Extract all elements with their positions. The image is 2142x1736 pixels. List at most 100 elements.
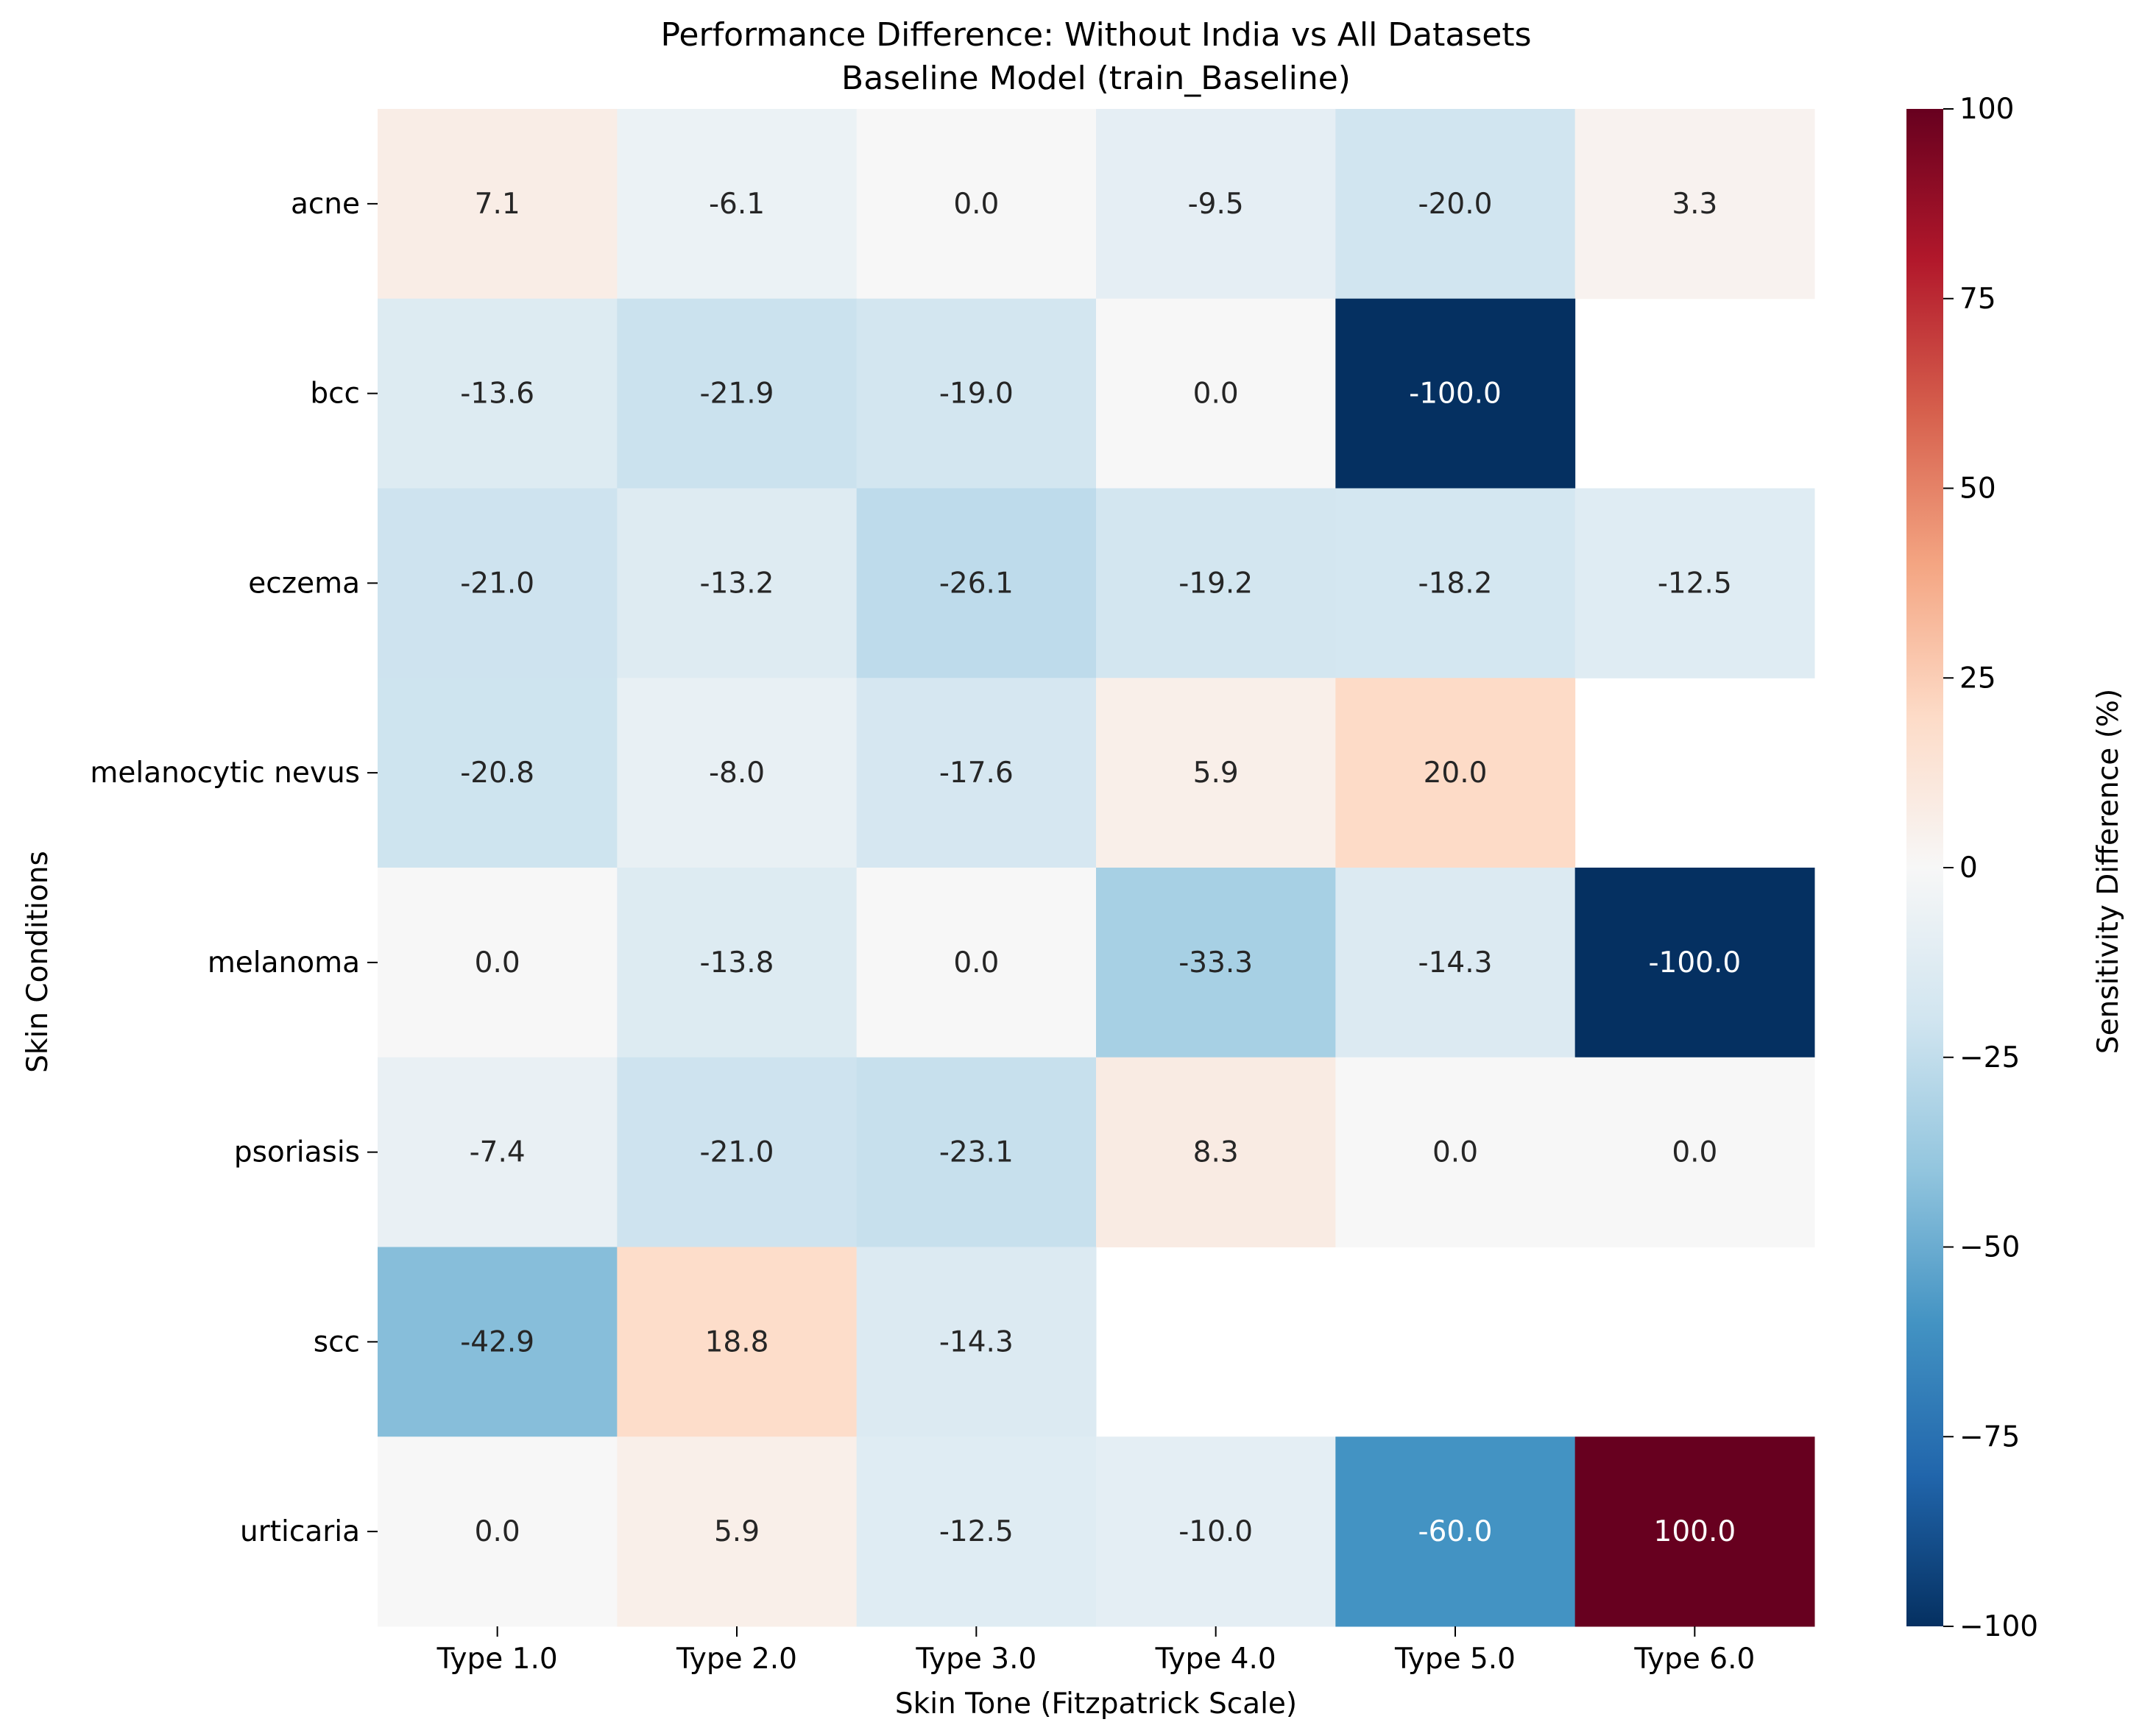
y-tick-label: psoriasis	[234, 1136, 360, 1169]
heatmap-cell	[1096, 678, 1336, 868]
cell-value-label: 0.0	[1672, 1136, 1717, 1169]
heatmap-cell	[1335, 298, 1576, 489]
heatmap-cell	[378, 1436, 618, 1627]
cell-value-label: -6.1	[709, 188, 765, 221]
cell-value-label: -12.5	[1658, 567, 1732, 600]
colorbar-tick-label: 0	[1959, 851, 1978, 885]
colorbar-label: Sensitivity Difference (%)	[2092, 689, 2125, 1054]
heatmap-cell	[378, 298, 618, 489]
heatmap-cell	[1096, 1436, 1336, 1627]
cell-value-label: -10.0	[1178, 1515, 1253, 1548]
heatmap-cell	[856, 298, 1097, 489]
heatmap-cell	[378, 488, 618, 679]
heatmap-cell	[1335, 1436, 1576, 1627]
colorbar: 100 75 50 25 0 −25 −50 −75 −100	[1906, 93, 2038, 1643]
cell-value-label: 0.0	[475, 946, 520, 979]
heatmap-cell	[1574, 109, 1815, 300]
cell-value-label: 5.9	[714, 1515, 760, 1548]
cell-value-label: -26.1	[939, 567, 1014, 600]
colorbar-tick-label: −100	[1959, 1610, 2038, 1643]
y-tick-label: acne	[291, 188, 360, 221]
cell-value-label: -19.2	[1178, 567, 1253, 600]
cell-value-label: -100.0	[1409, 378, 1502, 411]
cell-value-label: -12.5	[939, 1515, 1014, 1548]
heatmap-cell	[856, 1436, 1097, 1627]
heatmap-cell	[378, 109, 618, 300]
heatmap-cell	[378, 1247, 618, 1437]
heatmap-cells: 7.1 -6.1 0.0 -9.5 -20.0 3.3 -13.6 -21.9 -19.0 0.0…	[378, 109, 1815, 1627]
cell-value-label: -13.2	[700, 567, 774, 600]
x-axis-label: Skin Tone (Fitzpatrick Scale)	[895, 1687, 1297, 1721]
colorbar-tick-label: 50	[1959, 472, 1996, 506]
colorbar-tick-label: −25	[1959, 1041, 2020, 1074]
x-tick-label: Type 3.0	[915, 1643, 1036, 1676]
cell-value-label: -42.9	[460, 1325, 534, 1358]
cell-value-label: 7.1	[475, 188, 520, 221]
y-tick-label: bcc	[310, 378, 360, 411]
heatmap-cell	[1335, 1057, 1576, 1247]
x-tick-label: Type 5.0	[1394, 1643, 1516, 1676]
heatmap-cell	[1335, 109, 1576, 300]
cell-value-label: 0.0	[475, 1515, 520, 1548]
chart-title-line2: Baseline Model (train_Baseline)	[841, 60, 1351, 97]
cell-value-label: -33.3	[1178, 946, 1253, 979]
cell-value-label: 8.3	[1193, 1136, 1239, 1169]
y-axis-label: Skin Conditions	[21, 851, 54, 1073]
cell-value-label: 0.0	[1432, 1136, 1478, 1169]
heatmap-cell	[378, 1057, 618, 1247]
heatmap-cell	[617, 678, 858, 868]
x-axis-ticks: Type 1.0 Type 2.0 Type 3.0 Type 4.0 Type 5.0…	[436, 1626, 1755, 1676]
heatmap-cell	[1574, 1436, 1815, 1627]
heatmap-cell	[856, 1247, 1097, 1437]
cell-value-label: -8.0	[709, 757, 765, 790]
cell-value-label: 20.0	[1424, 757, 1488, 790]
cell-value-label: -14.3	[1418, 946, 1493, 979]
heatmap-cell	[1335, 868, 1576, 1058]
cell-value-label: -60.0	[1418, 1515, 1493, 1548]
cell-value-label: -18.2	[1418, 567, 1493, 600]
heatmap-cell	[1574, 488, 1815, 679]
cell-value-label: -13.8	[700, 946, 774, 979]
heatmap-cell	[378, 868, 618, 1058]
heatmap-cell	[617, 488, 858, 679]
heatmap-cell	[1574, 868, 1815, 1058]
x-tick-label: Type 2.0	[676, 1643, 797, 1676]
cell-value-label: 0.0	[953, 188, 999, 221]
heatmap-cell	[856, 678, 1097, 868]
cell-value-label: 100.0	[1654, 1515, 1736, 1548]
heatmap-cell	[1096, 488, 1336, 679]
cell-value-label: -7.4	[470, 1136, 526, 1169]
heatmap-cell	[617, 1247, 858, 1437]
x-tick-label: Type 4.0	[1155, 1643, 1276, 1676]
cell-value-label: -17.6	[939, 757, 1014, 790]
heatmap-cell	[378, 678, 618, 868]
y-tick-label: melanocytic nevus	[90, 757, 360, 790]
cell-value-label: 18.8	[705, 1325, 769, 1358]
heatmap-cell	[617, 298, 858, 489]
cell-value-label: -21.9	[700, 378, 774, 411]
cell-value-label: -14.3	[939, 1325, 1014, 1358]
heatmap-cell	[617, 1436, 858, 1627]
cell-value-label: -9.5	[1188, 188, 1244, 221]
colorbar-gradient	[1906, 109, 1943, 1626]
heatmap-cell	[856, 1057, 1097, 1247]
cell-value-label: -21.0	[460, 567, 534, 600]
heatmap-cell	[617, 868, 858, 1058]
heatmap-cell	[856, 109, 1097, 300]
heatmap-cell	[1335, 678, 1576, 868]
cell-value-label: -21.0	[700, 1136, 774, 1169]
heatmap-cell	[1096, 868, 1336, 1058]
chart-title-line1: Performance Difference: Without India vs…	[660, 16, 1531, 54]
y-axis-ticks: acne bcc eczema melanocytic nevus melanoma ps…	[90, 188, 378, 1548]
heatmap-cell	[856, 488, 1097, 679]
cell-value-label: 5.9	[1193, 757, 1239, 790]
colorbar-tick-label: 25	[1959, 662, 1996, 695]
cell-value-label: -19.0	[939, 378, 1014, 411]
cell-value-label: -20.8	[460, 757, 534, 790]
cell-value-label: 3.3	[1672, 188, 1717, 221]
colorbar-tick-label: −75	[1959, 1420, 2020, 1453]
heatmap-cell	[617, 1057, 858, 1247]
heatmap-cell	[1096, 1057, 1336, 1247]
heatmap-cell	[1096, 109, 1336, 300]
